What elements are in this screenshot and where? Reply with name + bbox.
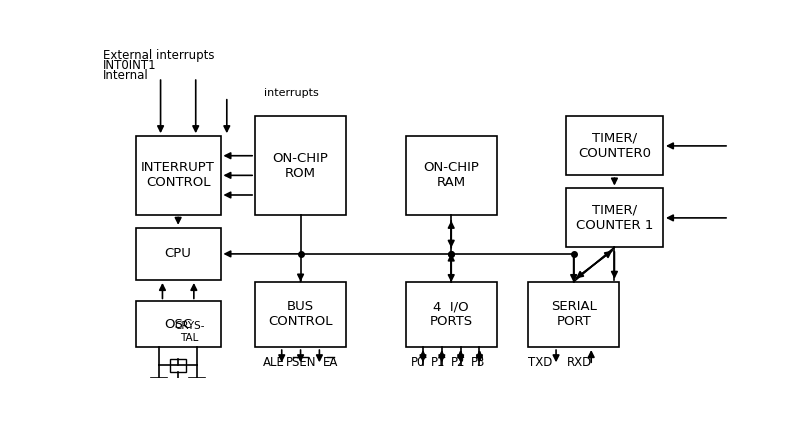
Bar [255,116,346,215]
Text: External interrupts: External interrupts [103,49,215,62]
Text: P0: P0 [411,356,424,369]
Text: EA: EA [322,356,338,369]
Text: SERIAL
PORT: SERIAL PORT [551,300,597,329]
Text: ON-CHIP
ROM: ON-CHIP ROM [273,152,329,179]
Text: ON-CHIP
RAM: ON-CHIP RAM [424,162,480,190]
Bar [565,116,663,176]
Text: INTERRUPT
CONTROL: INTERRUPT CONTROL [141,162,215,190]
Text: CPU: CPU [164,247,192,261]
Bar [170,359,186,372]
Bar [565,188,663,247]
Text: TXD: TXD [528,356,553,369]
Text: OSC: OSC [164,318,192,331]
Text: 4  I/O
PORTS: 4 I/O PORTS [429,300,473,329]
Bar [136,301,220,347]
Text: interrupts: interrupts [264,88,319,99]
Text: Internal: Internal [103,69,149,82]
Bar [406,282,497,347]
Text: BUS
CONTROL: BUS CONTROL [268,300,333,329]
Bar [136,136,220,215]
Bar [255,282,346,347]
Text: CRYS-
TAL: CRYS- TAL [174,321,204,343]
Text: TIMER/
COUNTER0: TIMER/ COUNTER0 [578,132,651,160]
Text: INT0INT1: INT0INT1 [103,59,157,72]
Bar [528,282,619,347]
Bar [406,136,497,215]
Text: PSEN: PSEN [286,356,316,369]
Text: RXD: RXD [567,356,592,369]
Text: P3: P3 [471,356,485,369]
Text: P1: P1 [430,356,445,369]
Text: ALE: ALE [263,356,285,369]
Bar [136,228,220,280]
Text: TIMER/
COUNTER 1: TIMER/ COUNTER 1 [576,204,653,232]
Text: P2: P2 [450,356,465,369]
